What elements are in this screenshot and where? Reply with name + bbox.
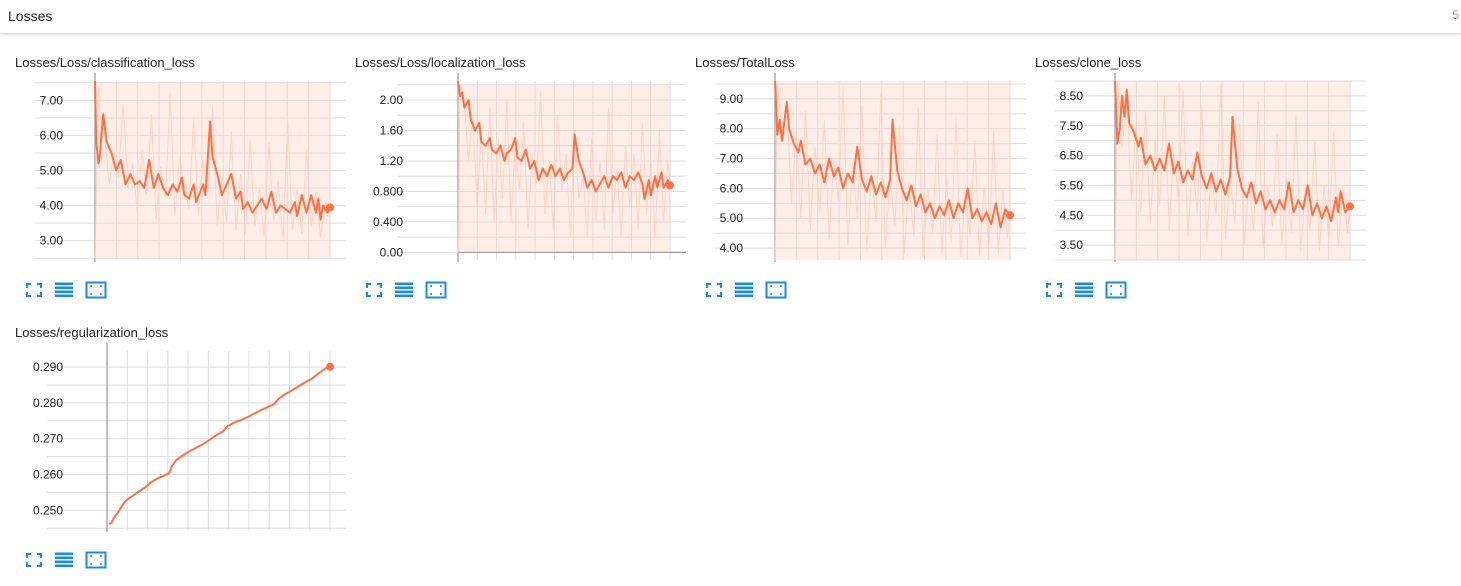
- y-tick-label: 0.00: [380, 245, 404, 259]
- y-tick-label: 0.250: [33, 503, 63, 517]
- chart-title: Losses/Loss/localization_loss: [355, 55, 526, 70]
- fit-domain-icon[interactable]: [1105, 280, 1127, 300]
- y-tick-label: 0.260: [33, 468, 63, 482]
- raw-series-line: [774, 80, 1011, 261]
- smoothed-series-line: [108, 365, 331, 525]
- log-scale-icon[interactable]: [53, 550, 75, 570]
- fullscreen-icon[interactable]: [703, 280, 725, 300]
- y-tick-label: 0.800: [373, 184, 403, 198]
- chart-title: Losses/regularization_loss: [15, 325, 169, 340]
- smoothed-series-line: [94, 80, 331, 221]
- smoothed-series-line: [774, 80, 1011, 229]
- last-point-marker: [326, 362, 334, 371]
- log-scale-icon[interactable]: [1073, 280, 1095, 300]
- raw-series-line: [457, 84, 671, 253]
- y-tick-label: 5.00: [40, 164, 64, 178]
- chart-card: Losses/regularization_loss 0.290 0.280 0.27…: [15, 325, 355, 583]
- section-header[interactable]: Losses 5: [0, 0, 1461, 33]
- last-point-marker: [1346, 202, 1354, 211]
- log-scale-icon[interactable]: [733, 280, 755, 300]
- y-tick-label: 4.00: [40, 199, 64, 213]
- chart-plot[interactable]: 8.50 7.50 6.50 5.50 4.50 3.50: [1035, 73, 1370, 263]
- smoothed-series-line: [457, 80, 671, 201]
- y-tick-label: 0.290: [33, 360, 63, 374]
- section-count: 5: [1452, 8, 1459, 22]
- raw-series-line: [1114, 80, 1351, 261]
- y-tick-label: 8.50: [1060, 89, 1084, 103]
- y-tick-label: 4.50: [1060, 208, 1084, 222]
- y-tick-label: 6.50: [1060, 149, 1084, 163]
- y-tick-label: 8.00: [720, 122, 744, 136]
- raw-band: [775, 81, 1010, 260]
- y-tick-label: 3.00: [40, 234, 64, 248]
- section-title: Losses: [8, 8, 53, 24]
- last-point-marker: [1006, 211, 1014, 220]
- y-tick-label: 7.00: [720, 152, 744, 166]
- y-tick-label: 3.50: [1060, 238, 1084, 252]
- y-tick-label: 6.00: [40, 128, 64, 142]
- last-point-marker: [666, 181, 674, 190]
- log-scale-icon[interactable]: [393, 280, 415, 300]
- last-point-marker: [326, 203, 334, 212]
- y-tick-label: 1.20: [380, 154, 404, 168]
- chart-title: Losses/clone_loss: [1035, 55, 1142, 70]
- fullscreen-icon[interactable]: [23, 550, 45, 570]
- y-tick-label: 0.270: [33, 432, 63, 446]
- chart-plot[interactable]: 2.00 1.60 1.20 0.800 0.400 0.00: [355, 73, 690, 263]
- y-tick-label: 0.280: [33, 396, 63, 410]
- fit-domain-icon[interactable]: [85, 550, 107, 570]
- y-tick-label: 9.00: [720, 92, 744, 106]
- fit-domain-icon[interactable]: [765, 280, 787, 300]
- fullscreen-icon[interactable]: [363, 280, 385, 300]
- fit-domain-icon[interactable]: [85, 280, 107, 300]
- y-tick-label: 7.50: [1060, 119, 1084, 133]
- y-tick-label: 5.50: [1060, 178, 1084, 192]
- y-tick-label: 7.00: [40, 93, 64, 107]
- chart-plot[interactable]: 9.00 8.00 7.00 6.00 5.00 4.00: [695, 73, 1030, 263]
- chart-card: Losses/Loss/localization_loss 2.00 1.60 1.2…: [355, 55, 695, 313]
- y-tick-label: 5.00: [720, 211, 744, 225]
- y-tick-label: 4.00: [720, 241, 744, 255]
- log-scale-icon[interactable]: [53, 280, 75, 300]
- chart-card: Losses/clone_loss 8.50 7.50 6.50 5.50 4.50 3.5…: [1035, 55, 1375, 313]
- y-tick-label: 0.400: [373, 215, 403, 229]
- chart-title: Losses/TotalLoss: [695, 55, 795, 70]
- raw-band: [1115, 81, 1350, 260]
- fullscreen-icon[interactable]: [23, 280, 45, 300]
- chart-plot[interactable]: 7.00 6.00 5.00 4.00 3.00: [15, 73, 350, 263]
- chart-plot[interactable]: 0.290 0.280 0.270 0.260 0.250: [15, 343, 350, 533]
- y-tick-label: 1.60: [380, 124, 404, 138]
- chart-title: Losses/Loss/classification_loss: [15, 55, 195, 70]
- y-tick-label: 6.00: [720, 181, 744, 195]
- fit-domain-icon[interactable]: [425, 280, 447, 300]
- y-tick-label: 2.00: [380, 93, 404, 107]
- fullscreen-icon[interactable]: [1043, 280, 1065, 300]
- chart-card: Losses/Loss/classification_loss 7.00 6.00 5…: [15, 55, 355, 313]
- smoothed-series-line: [1114, 80, 1351, 223]
- chart-card: Losses/TotalLoss 9.00 8.00 7.00 6.00 5.00 4.00: [695, 55, 1035, 313]
